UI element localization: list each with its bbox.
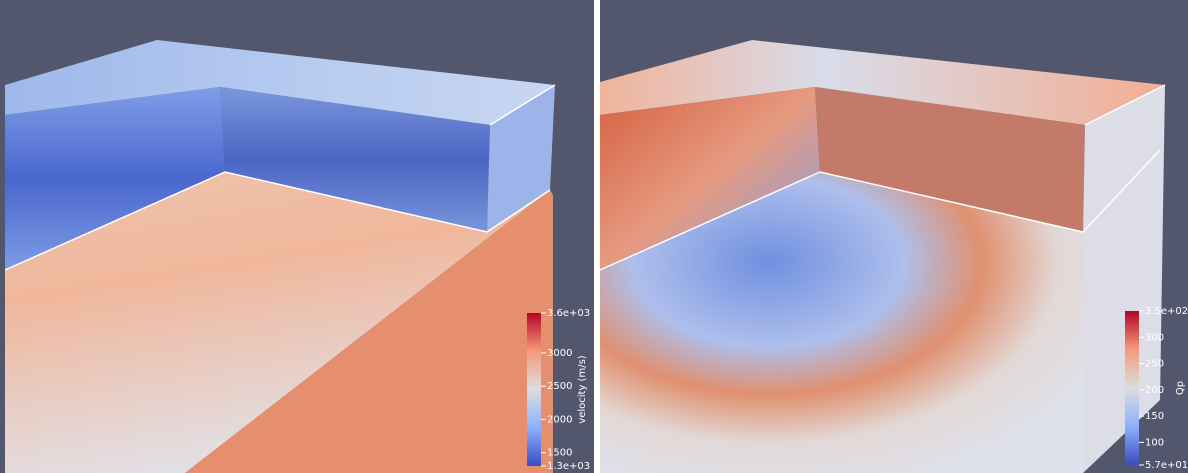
colorbar-title: Qp: [1175, 381, 1186, 395]
tick-label: 150: [1145, 411, 1164, 422]
tick-label: 5.7e+01: [1145, 460, 1188, 471]
right-volume: [600, 40, 1165, 473]
tick-label: 3.6e+03: [547, 308, 590, 319]
tick-label: 2000: [547, 414, 572, 425]
tick-label: 1500: [547, 448, 572, 459]
tick-label: 200: [1145, 385, 1164, 396]
page: 3.6e+03 3000 2500 2000 1500 1.3e+03 velocity (…: [0, 0, 1188, 473]
viewer: 3.6e+03 3000 2500 2000 1500 1.3e+03 velocity (…: [0, 0, 1188, 473]
tick-label: 300: [1145, 332, 1164, 343]
left-volume: [5, 40, 555, 473]
tick-label: 250: [1145, 359, 1164, 370]
tick-label: 3.5e+02: [1145, 306, 1188, 317]
tick-label: 2500: [547, 381, 572, 392]
tick-label: 100: [1145, 437, 1164, 448]
colorbar: [527, 313, 541, 466]
colorbar: [1125, 311, 1139, 465]
tick-label: 1.3e+03: [547, 461, 590, 472]
tick-label: 3000: [547, 348, 572, 359]
colorbar-title: velocity (m/s): [577, 355, 588, 423]
